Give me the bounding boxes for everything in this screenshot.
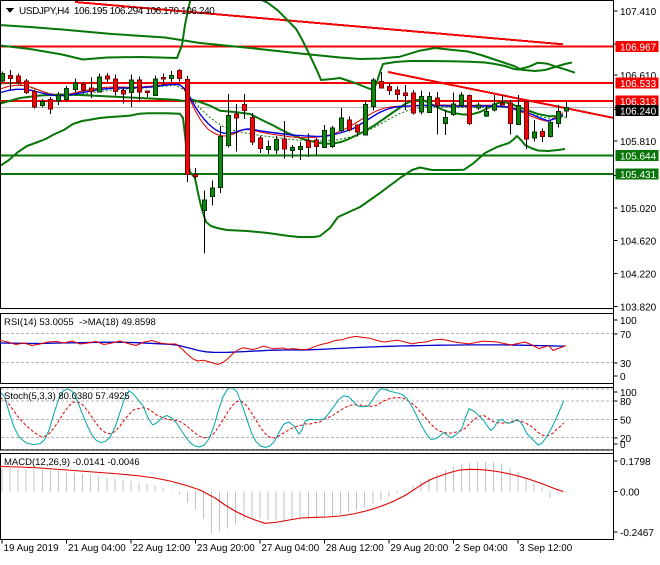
svg-text:19 Aug 2019: 19 Aug 2019 <box>4 543 59 554</box>
svg-text:22 Aug 12:00: 22 Aug 12:00 <box>133 543 191 554</box>
svg-text:70: 70 <box>620 330 632 341</box>
svg-text:100: 100 <box>620 388 637 399</box>
svg-text:105.810: 105.810 <box>620 137 657 148</box>
svg-text:Stoch(5,3,3) 80.0380 57.4925: Stoch(5,3,3) 80.0380 57.4925 <box>4 391 130 402</box>
svg-text:0: 0 <box>620 372 626 383</box>
svg-text:0.1798: 0.1798 <box>620 457 651 468</box>
svg-text:USDJPY,H4 106.195 106.294 106: USDJPY,H4 106.195 106.294 106.170 106.24… <box>19 6 215 17</box>
svg-text:23 Aug 20:00: 23 Aug 20:00 <box>197 543 255 554</box>
svg-text:27 Aug 04:00: 27 Aug 04:00 <box>261 543 319 554</box>
svg-text:30: 30 <box>620 359 632 370</box>
svg-text:106.533: 106.533 <box>620 79 657 90</box>
svg-text:MACD(12,26,9) -0.0141 -0.0046: MACD(12,26,9) -0.0141 -0.0046 <box>4 457 140 468</box>
svg-text:29 Aug 20:00: 29 Aug 20:00 <box>390 543 448 554</box>
svg-text:106.240: 106.240 <box>620 107 657 118</box>
svg-text:2 Sep 04:00: 2 Sep 04:00 <box>455 543 508 554</box>
svg-text:21 Aug 04:00: 21 Aug 04:00 <box>68 543 126 554</box>
svg-text:103.820: 103.820 <box>620 302 657 313</box>
svg-text:0.00: 0.00 <box>620 488 640 499</box>
svg-text:106.610: 106.610 <box>620 71 657 82</box>
svg-text:3 Sep 12:00: 3 Sep 12:00 <box>519 543 572 554</box>
svg-text:106.967: 106.967 <box>620 43 657 54</box>
svg-text:105.020: 105.020 <box>620 204 657 215</box>
svg-text:50: 50 <box>620 416 632 427</box>
svg-text:104.620: 104.620 <box>620 237 657 248</box>
svg-text:-0.2467: -0.2467 <box>620 528 654 539</box>
svg-text:100: 100 <box>620 316 637 327</box>
svg-text:80: 80 <box>620 397 632 408</box>
svg-text:RSI(14) 53.0055 ->MA(18) 49.8: RSI(14) 53.0055 ->MA(18) 49.8598 <box>4 317 156 328</box>
svg-text:28 Aug 12:00: 28 Aug 12:00 <box>326 543 384 554</box>
svg-text:20: 20 <box>620 434 632 445</box>
svg-text:105.431: 105.431 <box>620 170 657 181</box>
svg-text:105.644: 105.644 <box>620 152 657 163</box>
svg-text:107.410: 107.410 <box>620 7 657 18</box>
svg-text:104.220: 104.220 <box>620 269 657 280</box>
svg-text:0: 0 <box>620 440 626 451</box>
svg-text:106.313: 106.313 <box>620 97 657 108</box>
